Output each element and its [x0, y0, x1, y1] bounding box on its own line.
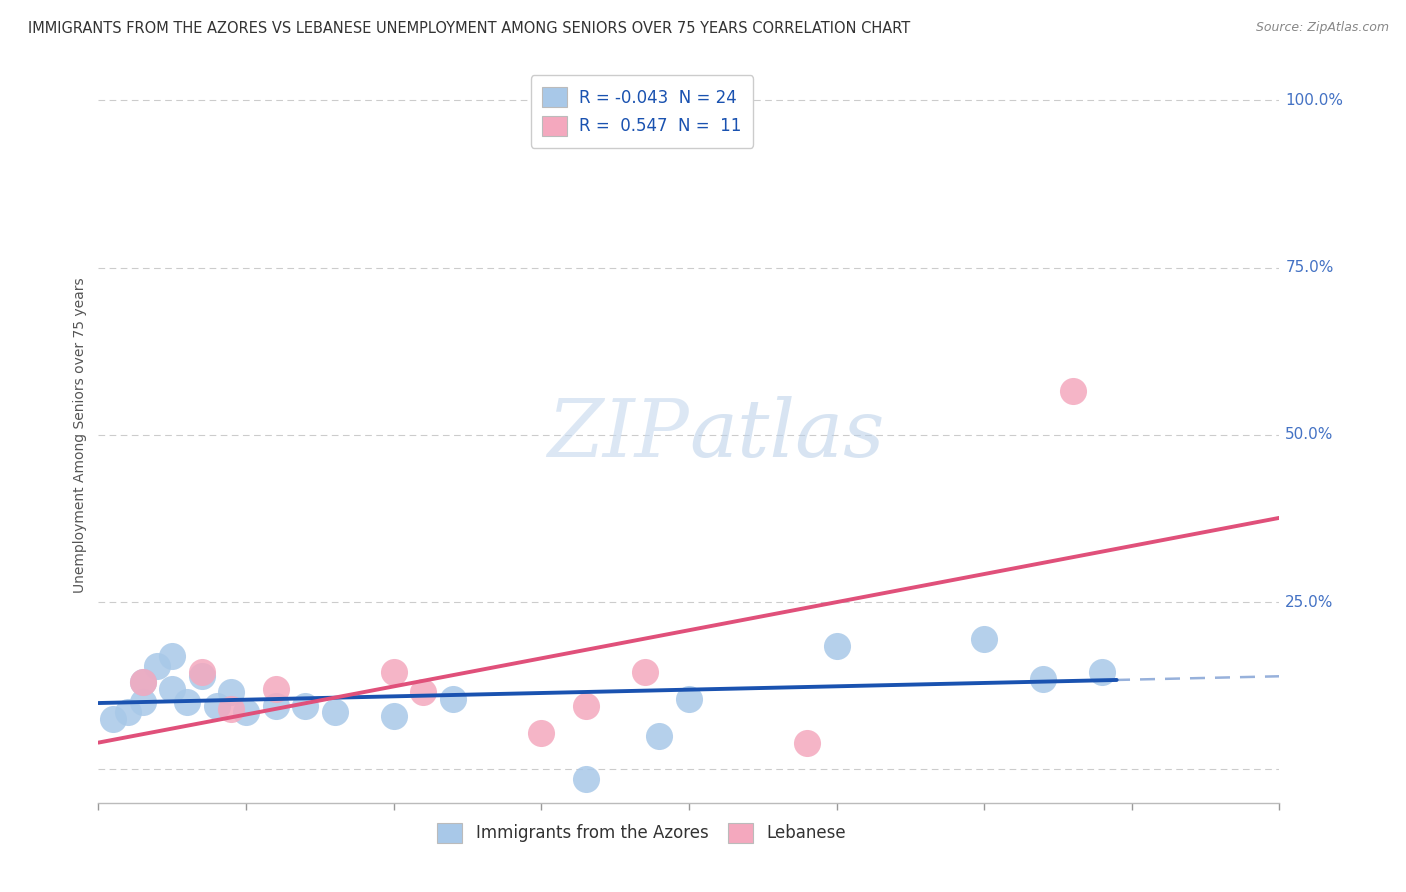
- Text: IMMIGRANTS FROM THE AZORES VS LEBANESE UNEMPLOYMENT AMONG SENIORS OVER 75 YEARS : IMMIGRANTS FROM THE AZORES VS LEBANESE U…: [28, 21, 910, 37]
- Point: [117, 706, 139, 720]
- Text: 75.0%: 75.0%: [1285, 260, 1334, 275]
- Point: [382, 708, 405, 723]
- Point: [1032, 672, 1054, 686]
- Point: [412, 685, 434, 699]
- Point: [1062, 384, 1084, 399]
- Text: Source: ZipAtlas.com: Source: ZipAtlas.com: [1256, 21, 1389, 35]
- Point: [221, 702, 243, 716]
- Point: [132, 696, 155, 710]
- Point: [132, 675, 155, 690]
- Point: [575, 772, 598, 787]
- Point: [162, 648, 183, 663]
- Point: [323, 706, 346, 720]
- Point: [825, 639, 848, 653]
- Point: [382, 665, 405, 680]
- Point: [1091, 665, 1114, 680]
- Point: [205, 698, 228, 713]
- Y-axis label: Unemployment Among Seniors over 75 years: Unemployment Among Seniors over 75 years: [73, 277, 87, 592]
- Text: ZIP: ZIP: [547, 396, 689, 474]
- Point: [648, 729, 671, 743]
- Point: [162, 681, 183, 696]
- Point: [191, 669, 214, 683]
- Text: 100.0%: 100.0%: [1285, 93, 1343, 108]
- Point: [146, 658, 169, 673]
- Point: [575, 698, 598, 713]
- Point: [132, 675, 155, 690]
- Point: [796, 735, 818, 749]
- Point: [191, 665, 214, 680]
- Point: [264, 681, 287, 696]
- Point: [634, 665, 657, 680]
- Point: [530, 725, 553, 739]
- Point: [235, 706, 257, 720]
- Legend: Immigrants from the Azores, Lebanese: Immigrants from the Azores, Lebanese: [430, 816, 853, 850]
- Text: atlas: atlas: [689, 396, 884, 474]
- Point: [103, 712, 125, 726]
- Point: [264, 698, 287, 713]
- Text: 50.0%: 50.0%: [1285, 427, 1334, 442]
- Point: [176, 696, 198, 710]
- Point: [221, 685, 243, 699]
- Point: [294, 698, 316, 713]
- Point: [973, 632, 995, 646]
- Point: [678, 692, 700, 706]
- Text: 25.0%: 25.0%: [1285, 595, 1334, 609]
- Point: [441, 692, 464, 706]
